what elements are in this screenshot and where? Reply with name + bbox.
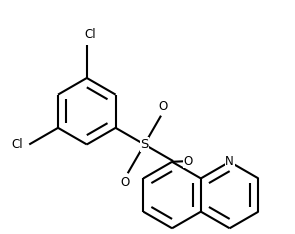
Text: N: N (225, 155, 234, 168)
Text: O: O (183, 155, 192, 168)
Text: O: O (159, 100, 168, 113)
Text: O: O (121, 176, 130, 189)
Text: O: O (183, 155, 193, 168)
Text: Cl: Cl (12, 138, 24, 151)
Text: S: S (140, 138, 149, 151)
Text: Cl: Cl (84, 28, 96, 41)
